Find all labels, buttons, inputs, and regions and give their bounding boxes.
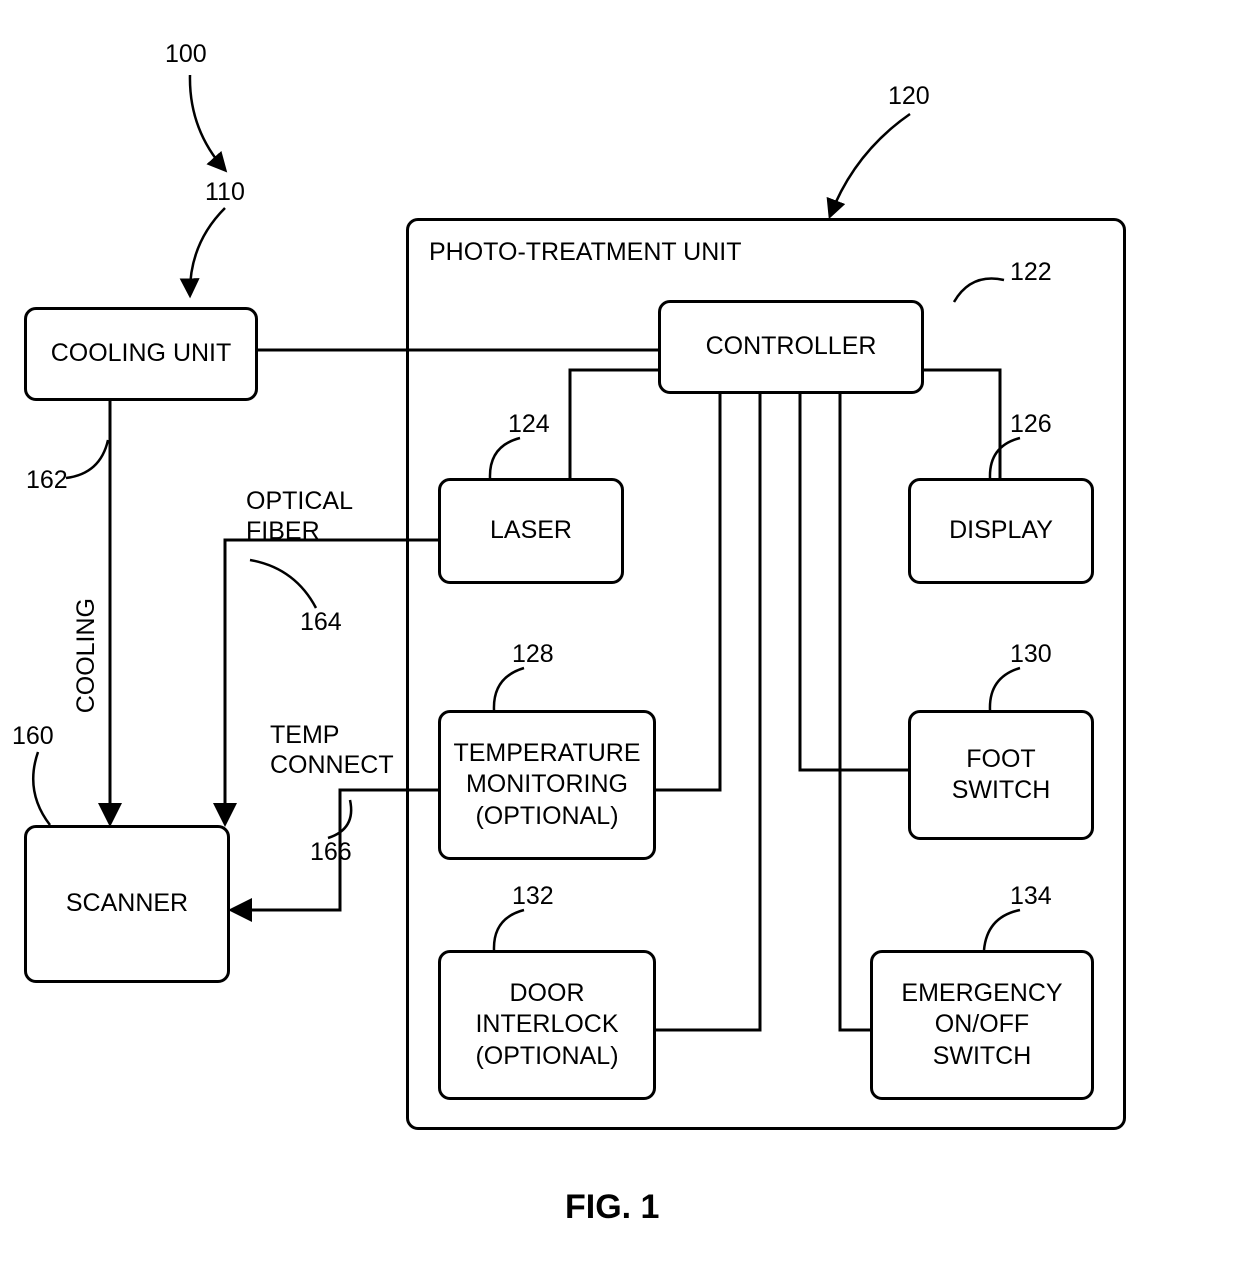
ref-164: 164 [300,608,342,637]
ref-100: 100 [165,40,207,69]
scanner-box: SCANNER [24,825,230,983]
ref-130: 130 [1010,640,1052,669]
cooling-unit-label: COOLING UNIT [51,338,232,369]
display-label: DISPLAY [949,515,1053,546]
laser-label: LASER [490,515,572,546]
foot-switch-box: FOOTSWITCH [908,710,1094,840]
ref-124: 124 [508,410,550,439]
ref-162: 162 [26,466,68,495]
optical-fiber-label: OPTICALFIBER [246,486,353,546]
foot-switch-label: FOOTSWITCH [952,744,1051,807]
laser-box: LASER [438,478,624,584]
controller-label: CONTROLLER [706,331,877,362]
ref-166: 166 [310,838,352,867]
temp-connect-label: TEMPCONNECT [270,720,394,780]
controller-box: CONTROLLER [658,300,924,394]
door-interlock-label: DOORINTERLOCK(OPTIONAL) [475,978,618,1072]
cooling-unit-box: COOLING UNIT [24,307,258,401]
ref-160: 160 [12,722,54,751]
temperature-monitoring-label: TEMPERATUREMONITORING(OPTIONAL) [453,738,640,832]
ref-126: 126 [1010,410,1052,439]
display-box: DISPLAY [908,478,1094,584]
ref-120: 120 [888,82,930,111]
scanner-label: SCANNER [66,888,188,919]
emergency-switch-label: EMERGENCYON/OFFSWITCH [901,978,1062,1072]
ref-132: 132 [512,882,554,911]
ref-128: 128 [512,640,554,669]
temperature-monitoring-box: TEMPERATUREMONITORING(OPTIONAL) [438,710,656,860]
ref-110: 110 [205,178,245,207]
container-title: PHOTO-TREATMENT UNIT [429,237,742,268]
cooling-conduit-label: COOLING [72,598,101,713]
ref-134: 134 [1010,882,1052,911]
emergency-switch-box: EMERGENCYON/OFFSWITCH [870,950,1094,1100]
figure-caption: FIG. 1 [565,1188,659,1227]
door-interlock-box: DOORINTERLOCK(OPTIONAL) [438,950,656,1100]
ref-122: 122 [1010,258,1052,287]
